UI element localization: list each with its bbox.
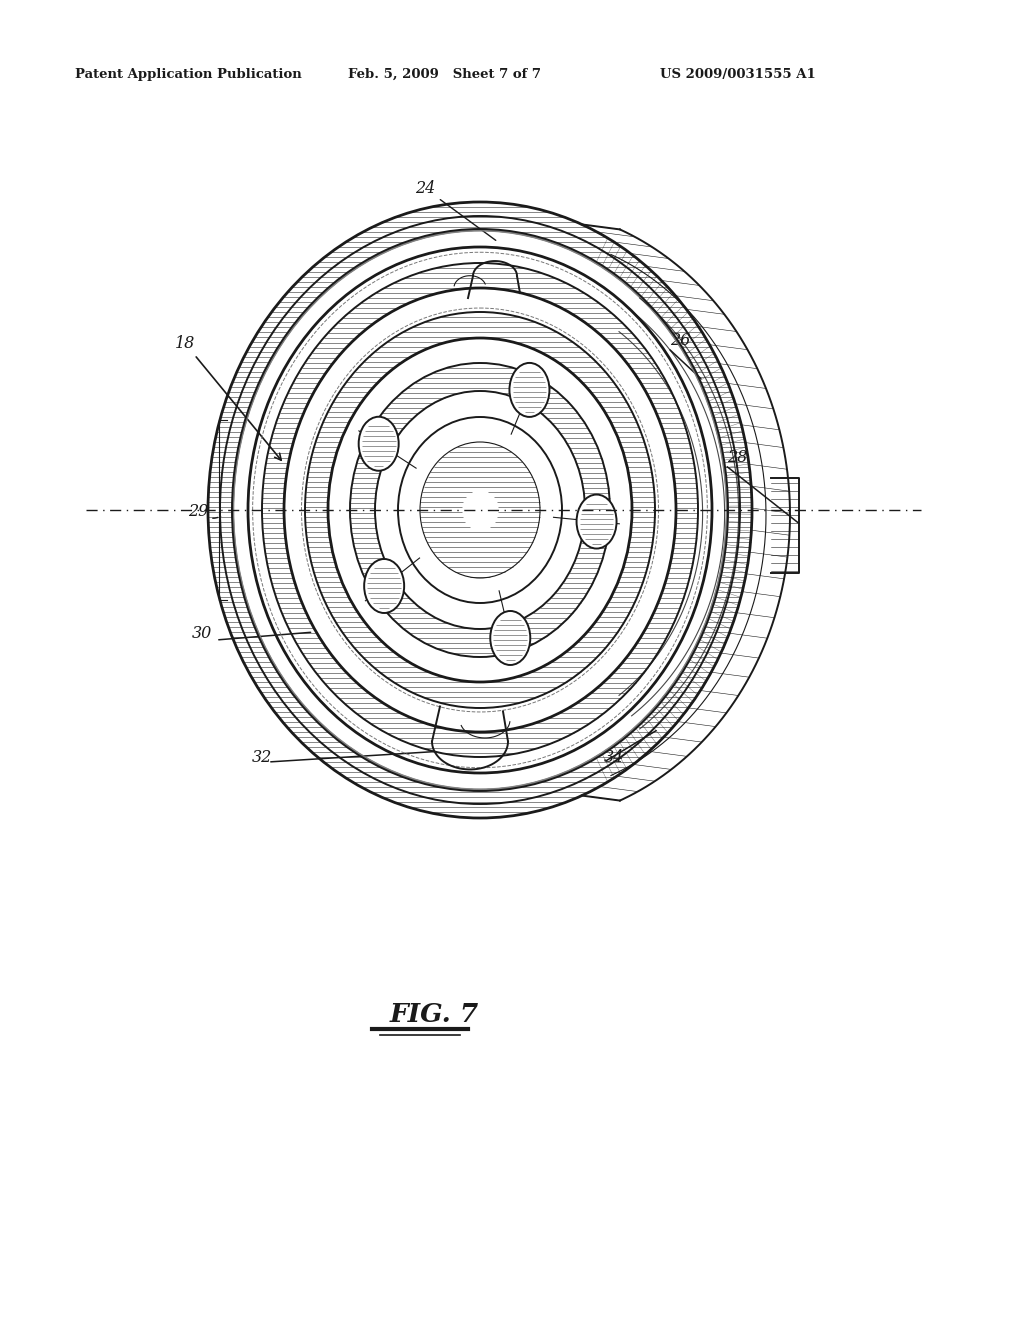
Text: FIG. 7: FIG. 7 — [390, 1002, 479, 1027]
Text: 24: 24 — [415, 180, 496, 240]
Text: 18: 18 — [175, 335, 282, 461]
Text: 34: 34 — [604, 748, 625, 766]
Ellipse shape — [510, 363, 550, 417]
Text: 26: 26 — [670, 333, 690, 348]
Text: US 2009/0031555 A1: US 2009/0031555 A1 — [660, 69, 816, 81]
Text: Feb. 5, 2009   Sheet 7 of 7: Feb. 5, 2009 Sheet 7 of 7 — [348, 69, 541, 81]
Text: 28: 28 — [727, 449, 748, 466]
Ellipse shape — [490, 611, 530, 665]
Text: 30: 30 — [193, 624, 212, 642]
Text: 32: 32 — [252, 748, 272, 766]
Ellipse shape — [577, 495, 616, 549]
Ellipse shape — [365, 558, 404, 612]
Text: Patent Application Publication: Patent Application Publication — [75, 69, 302, 81]
Text: 29: 29 — [188, 503, 208, 520]
Ellipse shape — [358, 417, 398, 471]
